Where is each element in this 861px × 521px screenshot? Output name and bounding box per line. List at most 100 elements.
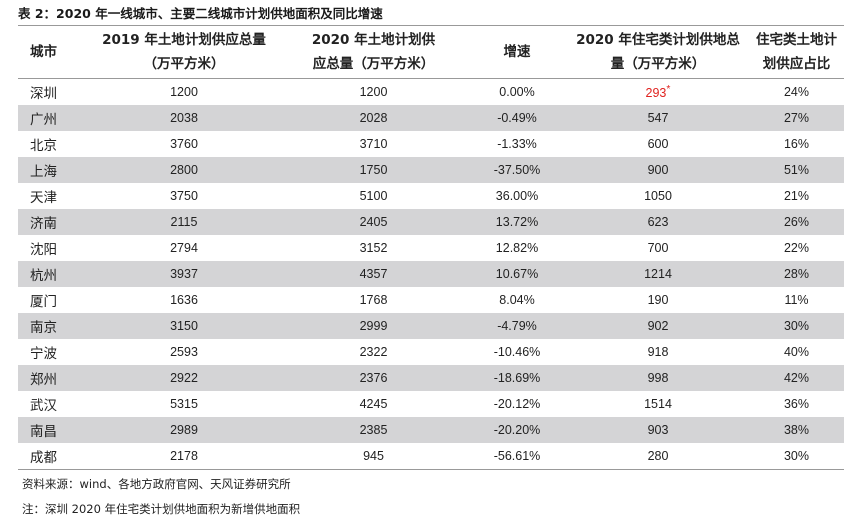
cell-supply-2019: 3760 bbox=[170, 137, 198, 151]
cell-supply-2020: 2376 bbox=[280, 365, 467, 391]
cell-share: 24% bbox=[783, 85, 810, 99]
source-note: 资料来源：wind、各地方政府官网、天风证券研究所 bbox=[22, 477, 291, 491]
table-row: 成都 2178 945 -56.61% 280 30% bbox=[18, 443, 844, 470]
header-row: 城市 2019 年土地计划供应总量 （万平方米） 2020 年土地计划供 应总量… bbox=[18, 26, 844, 79]
table-row: 武汉 5315 4245 -20.12% 1514 36% bbox=[18, 391, 844, 417]
cell-share: 11% bbox=[784, 293, 809, 307]
table-row: 上海 2800 1750 -37.50% 900 51% bbox=[18, 157, 844, 183]
cell-growth: -20.12% bbox=[493, 397, 541, 411]
cell-growth: 36.00% bbox=[495, 189, 539, 203]
cell-city: 上海 bbox=[18, 157, 88, 183]
table-row: 天津 3750 5100 36.00% 1050 21% bbox=[18, 183, 844, 209]
cell-residential: 903 bbox=[567, 417, 749, 443]
cell-supply-2020: 2028 bbox=[280, 105, 467, 131]
cell-supply-2020: 2405 bbox=[280, 209, 467, 235]
cell-share: 51% bbox=[749, 157, 844, 183]
cell-residential: 1514 bbox=[644, 397, 672, 411]
table-row: 沈阳 2794 3152 12.82% 700 22% bbox=[18, 235, 844, 261]
cell-supply-2019: 3750 bbox=[170, 189, 198, 203]
cell-residential: 900 bbox=[567, 157, 749, 183]
cell-residential: 190 bbox=[647, 293, 669, 307]
cell-residential: 998 bbox=[567, 365, 749, 391]
header-city: 城市 bbox=[18, 26, 88, 79]
cell-growth: 0.00% bbox=[499, 85, 535, 99]
table-row: 济南 2115 2405 13.72% 623 26% bbox=[18, 209, 844, 235]
cell-residential: 918 bbox=[647, 345, 669, 359]
cell-residential: 700 bbox=[647, 241, 669, 255]
cell-share: 42% bbox=[749, 365, 844, 391]
table-row: 厦门 1636 1768 8.04% 190 11% bbox=[18, 287, 844, 313]
cell-supply-2020: 1768 bbox=[359, 293, 388, 307]
cell-residential: 1050 bbox=[644, 189, 672, 203]
cell-residential: 280 bbox=[567, 443, 749, 470]
cell-supply-2019: 3937 bbox=[88, 261, 280, 287]
cell-supply-2019: 2800 bbox=[88, 157, 280, 183]
cell-supply-2019: 1636 bbox=[170, 293, 198, 307]
cell-supply-2020: 3152 bbox=[359, 241, 388, 255]
land-supply-table: 城市 2019 年土地计划供应总量 （万平方米） 2020 年土地计划供 应总量… bbox=[18, 26, 844, 470]
table-row: 杭州 3937 4357 10.67% 1214 28% bbox=[18, 261, 844, 287]
cell-city: 广州 bbox=[18, 105, 88, 131]
cell-supply-2019: 2038 bbox=[88, 105, 280, 131]
cell-city: 天津 bbox=[30, 190, 57, 206]
table-row: 广州 2038 2028 -0.49% 547 27% bbox=[18, 105, 844, 131]
cell-supply-2020: 5100 bbox=[359, 189, 388, 203]
cell-supply-2020: 2385 bbox=[280, 417, 467, 443]
cell-supply-2019: 2178 bbox=[88, 443, 280, 470]
header-supply-2019: 2019 年土地计划供应总量 （万平方米） bbox=[88, 26, 280, 79]
cell-share: 40% bbox=[783, 345, 810, 359]
cell-share: 22% bbox=[783, 241, 810, 255]
top-divider bbox=[18, 25, 844, 26]
cell-growth: 8.04% bbox=[499, 293, 535, 307]
cell-city: 沈阳 bbox=[30, 242, 57, 258]
cell-supply-2019: 2922 bbox=[88, 365, 280, 391]
footnote-marker: * bbox=[666, 83, 671, 95]
cell-city: 郑州 bbox=[18, 365, 88, 391]
header-residential-2020: 2020 年住宅类计划供地总 量（万平方米） bbox=[567, 26, 749, 79]
cell-supply-2020: 2999 bbox=[280, 313, 467, 339]
cell-growth: -56.61% bbox=[467, 443, 567, 470]
cell-city: 北京 bbox=[30, 138, 57, 154]
cell-growth: -10.46% bbox=[493, 345, 541, 359]
cell-supply-2019: 2989 bbox=[88, 417, 280, 443]
table-row: 南昌 2989 2385 -20.20% 903 38% bbox=[18, 417, 844, 443]
highlighted-value: 293 bbox=[645, 86, 667, 101]
cell-city: 南京 bbox=[18, 313, 88, 339]
cell-growth: 12.82% bbox=[495, 241, 539, 255]
table-row: 深圳 1200 1200 0.00% 293* 24% bbox=[18, 79, 844, 106]
header-growth: 增速 bbox=[467, 26, 567, 79]
cell-residential: 902 bbox=[567, 313, 749, 339]
cell-city: 杭州 bbox=[18, 261, 88, 287]
cell-residential: 547 bbox=[567, 105, 749, 131]
cell-supply-2019: 1200 bbox=[170, 85, 198, 99]
cell-share: 26% bbox=[749, 209, 844, 235]
cell-share: 27% bbox=[749, 105, 844, 131]
table-title: 表 2：2020 年一线城市、主要二线城市计划供地面积及同比增速 bbox=[18, 6, 383, 21]
cell-supply-2020: 1750 bbox=[280, 157, 467, 183]
cell-supply-2020: 4357 bbox=[280, 261, 467, 287]
cell-city: 厦门 bbox=[30, 294, 57, 310]
cell-city: 深圳 bbox=[30, 86, 57, 102]
cell-city: 宁波 bbox=[30, 346, 57, 362]
cell-growth: 13.72% bbox=[467, 209, 567, 235]
cell-supply-2019: 3150 bbox=[88, 313, 280, 339]
cell-growth: -20.20% bbox=[467, 417, 567, 443]
cell-growth: -18.69% bbox=[467, 365, 567, 391]
table-row: 郑州 2922 2376 -18.69% 998 42% bbox=[18, 365, 844, 391]
cell-residential: 293* bbox=[567, 79, 749, 106]
cell-growth: -37.50% bbox=[467, 157, 567, 183]
cell-city: 南昌 bbox=[18, 417, 88, 443]
cell-supply-2020: 1200 bbox=[359, 85, 388, 99]
cell-share: 38% bbox=[749, 417, 844, 443]
cell-supply-2020: 2322 bbox=[359, 345, 388, 359]
cell-supply-2020: 3710 bbox=[359, 137, 388, 151]
cell-supply-2019: 2115 bbox=[88, 209, 280, 235]
cell-city: 济南 bbox=[18, 209, 88, 235]
table-row: 宁波 2593 2322 -10.46% 918 40% bbox=[18, 339, 844, 365]
cell-supply-2019: 2794 bbox=[170, 241, 198, 255]
table-row: 北京 3760 3710 -1.33% 600 16% bbox=[18, 131, 844, 157]
cell-city: 成都 bbox=[18, 443, 88, 470]
footnote: 注：深圳 2020 年住宅类计划供地面积为新增供地面积 bbox=[22, 502, 301, 516]
cell-share: 36% bbox=[783, 397, 810, 411]
header-residential-share: 住宅类土地计 划供应占比 bbox=[749, 26, 844, 79]
